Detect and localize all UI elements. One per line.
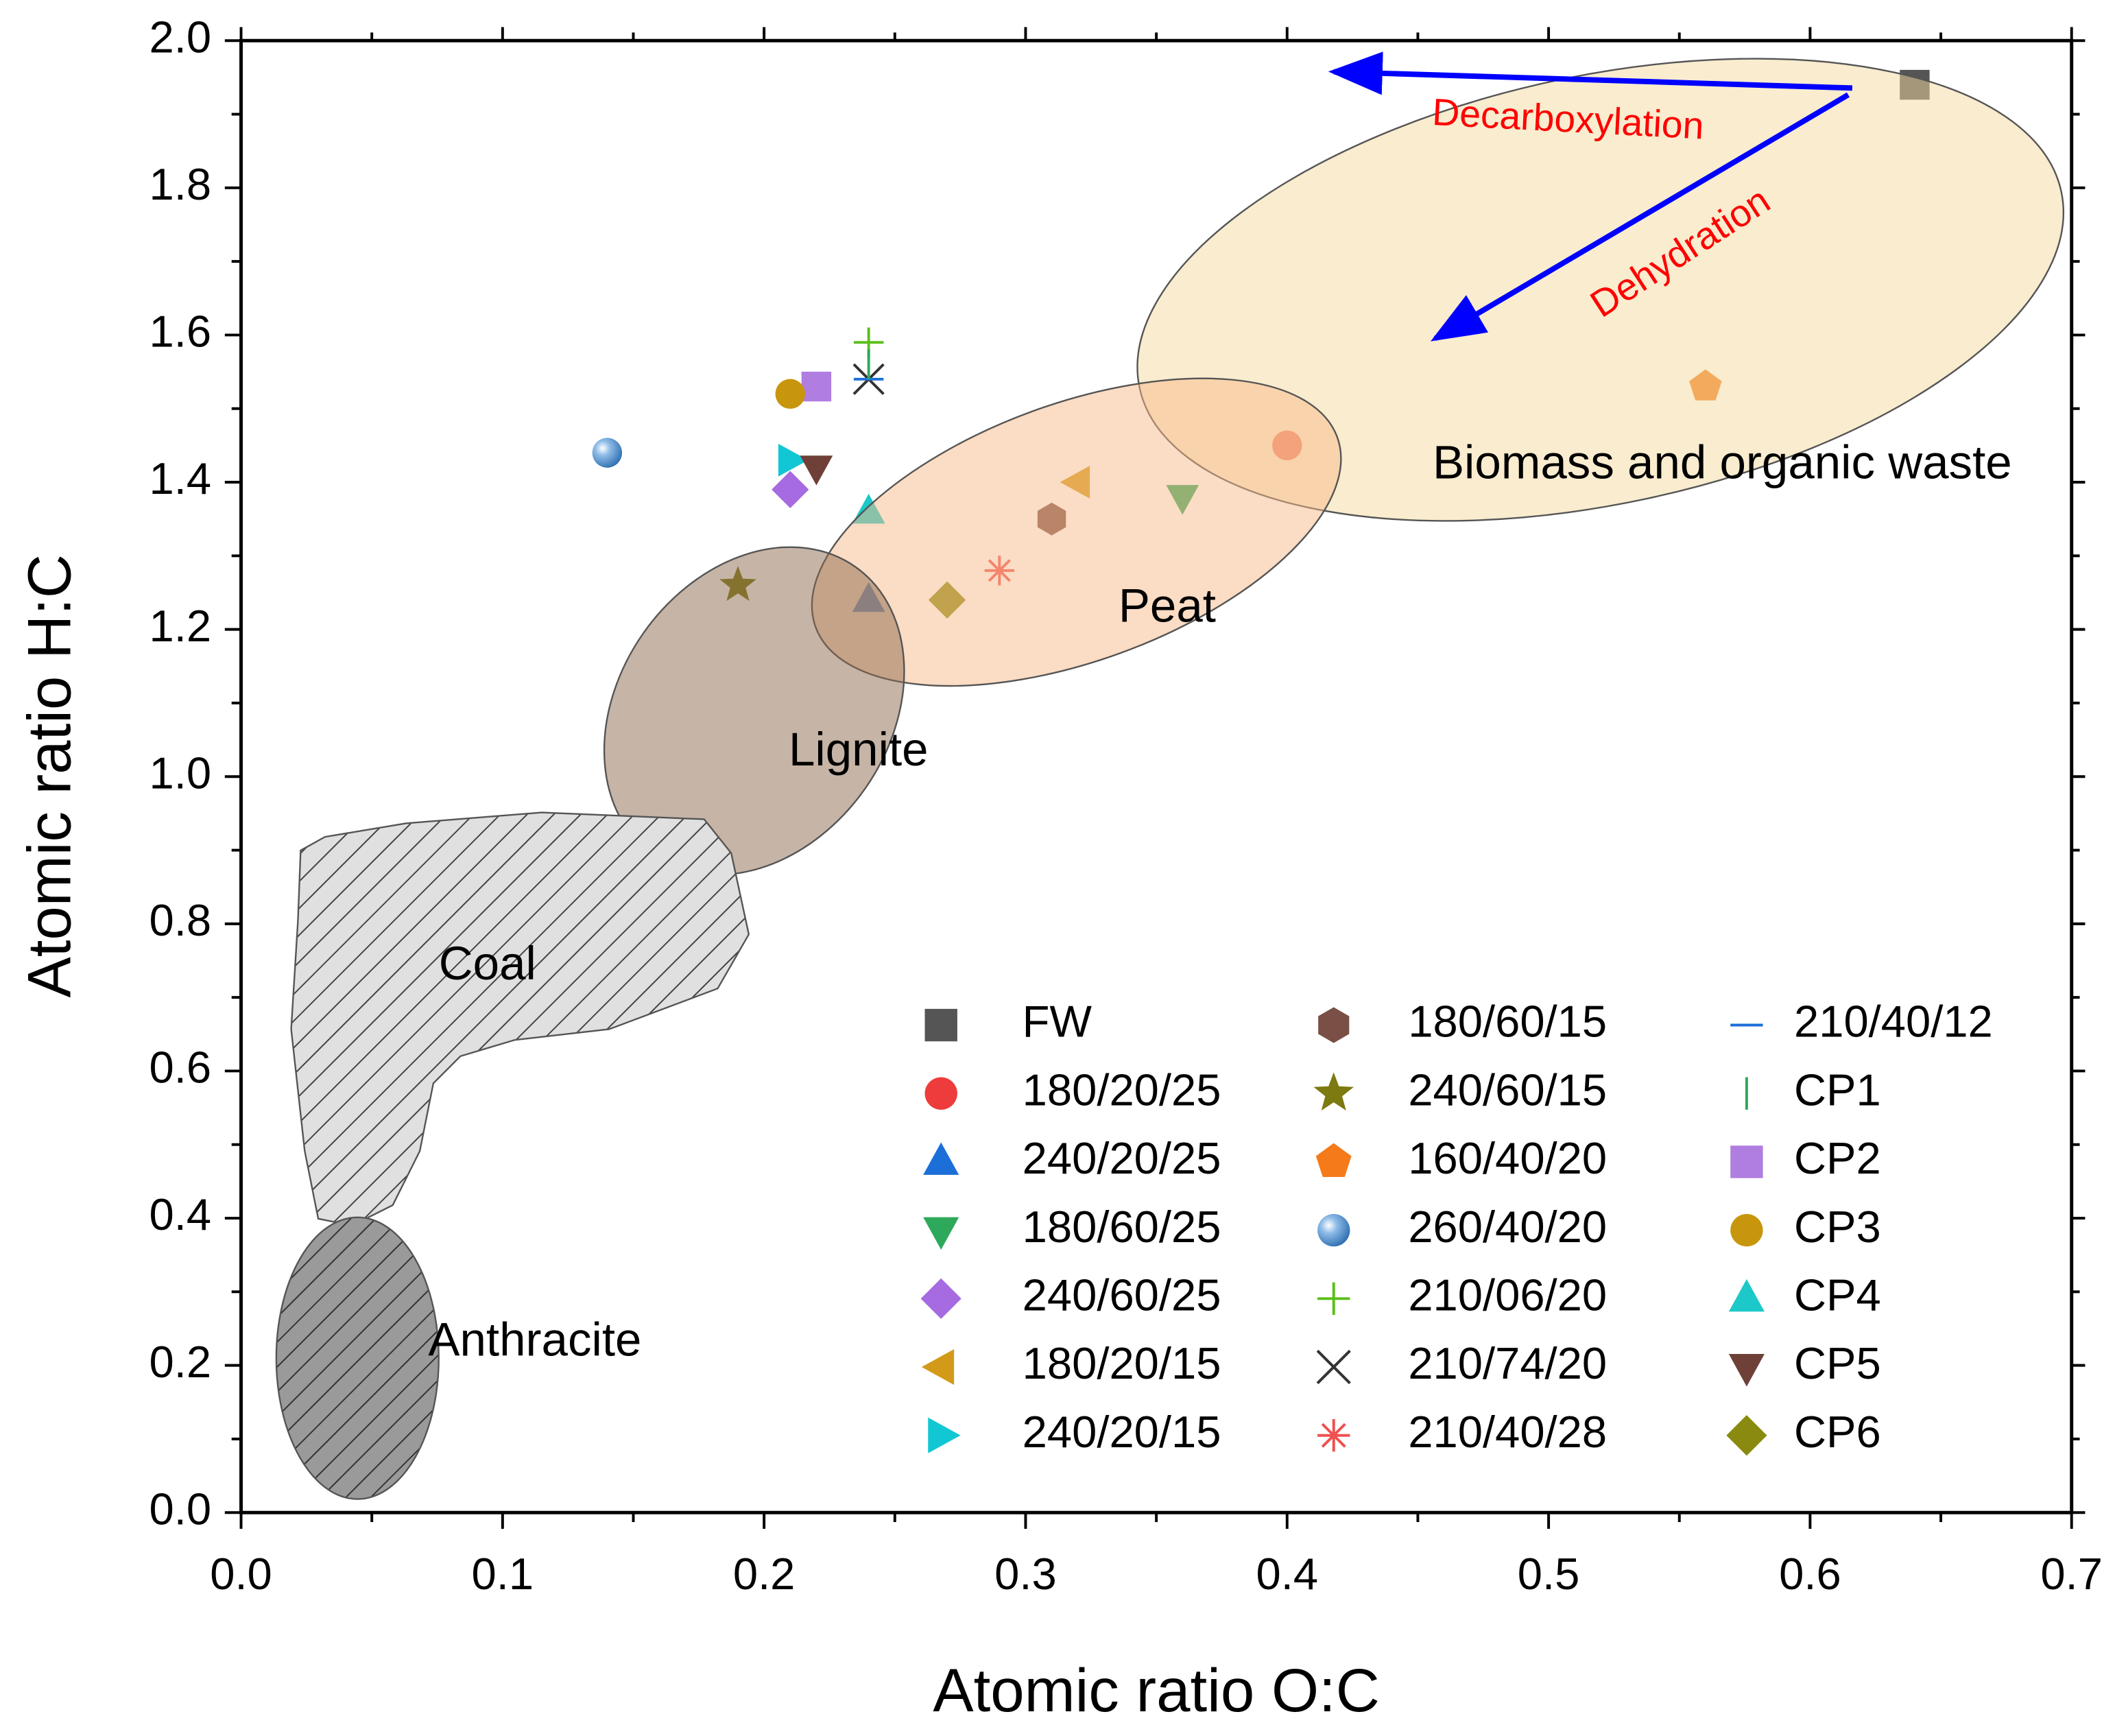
regions	[275, 51, 2065, 1500]
legend-label: FW	[1023, 997, 1092, 1047]
x-tick-label: 0.0	[210, 1549, 272, 1599]
x-tick-label: 0.5	[1518, 1549, 1580, 1599]
legend-marker	[1728, 1354, 1765, 1387]
data-point	[592, 438, 623, 468]
legend-marker	[1730, 1145, 1763, 1178]
legend-label: 240/60/15	[1408, 1065, 1607, 1115]
x-tick-label: 0.4	[1256, 1549, 1318, 1599]
y-axis-title: Atomic ratio H:C	[16, 554, 84, 998]
x-tick-label: 0.2	[733, 1549, 796, 1599]
legend-label: 240/20/15	[1023, 1407, 1221, 1457]
legend-label: CP2	[1794, 1133, 1881, 1183]
legend-marker	[921, 1348, 955, 1386]
legend-marker	[1317, 1282, 1350, 1316]
legend-label: CP1	[1794, 1065, 1881, 1115]
legend-marker	[1317, 1213, 1350, 1247]
legend-label: 240/60/25	[1023, 1270, 1221, 1320]
legend-marker	[920, 1278, 961, 1319]
y-tick-label: 0.6	[150, 1043, 212, 1093]
legend-marker	[1317, 1419, 1350, 1452]
legend-marker	[1315, 1143, 1352, 1177]
y-tick-label: 1.0	[150, 748, 212, 798]
y-tick-label: 1.2	[150, 601, 212, 651]
x-tick-label: 0.6	[1779, 1549, 1841, 1599]
y-tick-label: 1.6	[150, 307, 212, 357]
legend-label: 180/20/15	[1023, 1338, 1221, 1388]
region-label: Peat	[1119, 579, 1216, 632]
legend-label: 180/60/15	[1408, 997, 1607, 1047]
legend-marker	[924, 1077, 957, 1110]
data-point	[778, 443, 809, 477]
legend-label: 210/74/20	[1408, 1338, 1607, 1388]
legend-label: CP3	[1794, 1202, 1881, 1252]
region-label: Coal	[439, 936, 536, 990]
coal-region	[290, 811, 750, 1226]
legend-marker	[1730, 1213, 1763, 1247]
y-tick-label: 2.0	[150, 12, 212, 62]
x-axis-title: Atomic ratio O:C	[933, 1656, 1380, 1724]
region-label: Lignite	[789, 722, 929, 776]
y-tick-label: 0.8	[150, 895, 212, 945]
legend-label: 180/60/25	[1023, 1202, 1221, 1252]
legend-marker	[1318, 1007, 1350, 1043]
y-tick-label: 0.4	[150, 1189, 212, 1239]
legend-marker	[928, 1417, 961, 1453]
legend-marker	[923, 1142, 959, 1175]
y-tick-label: 0.0	[150, 1484, 212, 1534]
legend-label: CP6	[1794, 1407, 1881, 1457]
legend-marker	[924, 1008, 957, 1042]
region-label: Anthracite	[428, 1313, 641, 1366]
legend-label: 210/40/12	[1794, 997, 1993, 1047]
legend-label: 210/06/20	[1408, 1270, 1607, 1320]
legend-marker	[1316, 1349, 1351, 1385]
legend-marker	[1728, 1279, 1765, 1312]
legend-label: 180/20/25	[1023, 1065, 1221, 1115]
anthracite-region	[275, 1216, 440, 1500]
legend-marker	[1726, 1415, 1767, 1456]
arrow	[1431, 92, 1850, 342]
legend-label: 240/20/25	[1023, 1133, 1221, 1183]
y-tick-label: 0.2	[150, 1337, 212, 1387]
legend-marker	[1313, 1072, 1354, 1111]
arrow	[1328, 51, 1853, 95]
legend-label: 210/40/28	[1408, 1407, 1607, 1457]
legend-marker	[923, 1217, 959, 1250]
x-tick-label: 0.7	[2040, 1549, 2103, 1599]
legend-label: CP4	[1794, 1270, 1881, 1320]
legend-label: CP5	[1794, 1338, 1881, 1388]
data-point	[775, 379, 805, 409]
y-tick-label: 1.8	[150, 159, 212, 209]
legend-label: 260/40/20	[1408, 1202, 1607, 1252]
data-point	[772, 471, 809, 508]
x-tick-label: 0.1	[472, 1549, 534, 1599]
region-label: Biomass and organic waste	[1433, 435, 2012, 488]
x-tick-label: 0.3	[994, 1549, 1057, 1599]
data-point	[800, 455, 833, 486]
legend-label: 160/40/20	[1408, 1133, 1607, 1183]
data-point	[801, 371, 832, 402]
y-tick-label: 1.4	[150, 453, 212, 503]
